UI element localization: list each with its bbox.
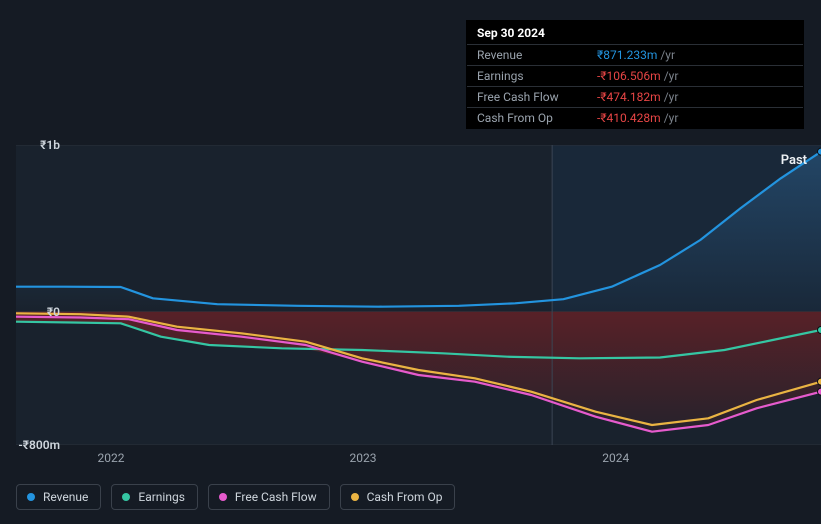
x-tick-label: 2024 — [602, 451, 629, 465]
legend-dot-icon — [219, 493, 227, 501]
legend-dot-icon — [27, 493, 35, 501]
tooltip-metric-label: Cash From Op — [477, 111, 563, 125]
legend-label: Earnings — [138, 490, 185, 504]
past-label: Past — [781, 153, 807, 168]
tooltip-row: Free Cash Flow -₹474.182m/yr — [467, 86, 803, 107]
legend-label: Cash From Op — [367, 490, 443, 504]
tooltip-metric-label: Revenue — [477, 48, 563, 62]
legend-dot-icon — [122, 493, 130, 501]
legend: Revenue Earnings Free Cash Flow Cash From O… — [16, 484, 455, 510]
legend-label: Free Cash Flow — [235, 490, 317, 504]
y-tick-label: ₹1b — [16, 138, 66, 152]
legend-label: Revenue — [43, 490, 88, 504]
tooltip-metric-label: Free Cash Flow — [477, 90, 563, 104]
legend-item[interactable]: Free Cash Flow — [208, 484, 330, 510]
tooltip-metric-value: -₹410.428m/yr — [597, 111, 678, 125]
tooltip-card: Sep 30 2024 Revenue ₹871.233m/yr Earnings -… — [466, 20, 804, 129]
tooltip-row: Revenue ₹871.233m/yr — [467, 44, 803, 65]
tooltip-metric-value: -₹106.506m/yr — [597, 69, 678, 83]
legend-item[interactable]: Revenue — [16, 484, 101, 510]
tooltip-metric-label: Earnings — [477, 69, 563, 83]
legend-dot-icon — [351, 493, 359, 501]
tooltip-date: Sep 30 2024 — [467, 21, 803, 44]
x-tick-label: 2023 — [349, 451, 376, 465]
x-tick-label: 2022 — [97, 451, 124, 465]
line-chart-svg — [16, 145, 821, 445]
chart-area: Past ₹1b₹0-₹800m202220232024 — [16, 125, 821, 445]
tooltip-metric-value: -₹474.182m/yr — [597, 90, 678, 104]
y-tick-label: -₹800m — [16, 438, 66, 452]
tooltip-metric-value: ₹871.233m/yr — [597, 48, 675, 62]
legend-item[interactable]: Cash From Op — [340, 484, 456, 510]
legend-item[interactable]: Earnings — [111, 484, 198, 510]
tooltip-row: Earnings -₹106.506m/yr — [467, 65, 803, 86]
y-tick-label: ₹0 — [16, 305, 66, 319]
